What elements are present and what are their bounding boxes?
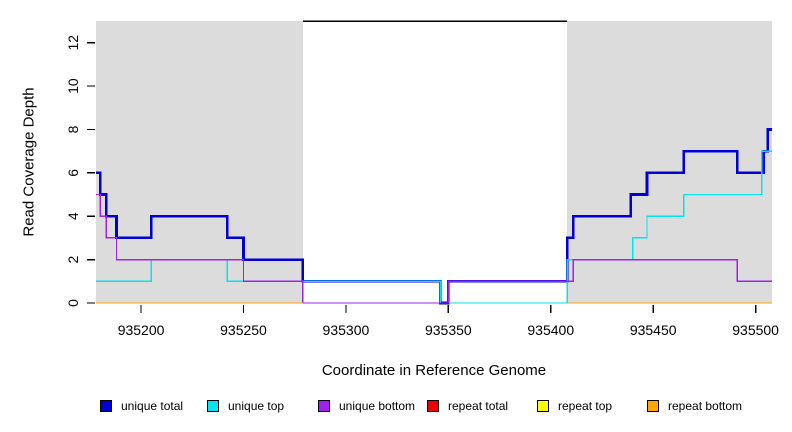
y-axis-tick-label: 12: [65, 35, 81, 51]
x-axis-tick-label: 935450: [630, 322, 677, 338]
legend-label: unique top: [228, 399, 285, 413]
legend-label: repeat total: [448, 399, 509, 413]
x-axis-tick-label: 935250: [220, 322, 267, 338]
x-axis-tick-label: 935350: [425, 322, 472, 338]
legend-item-repeat-top: repeat top: [537, 399, 612, 413]
legend-swatch-icon: [537, 400, 549, 412]
legend-swatch-icon: [100, 400, 112, 412]
legend-item-unique-bottom: unique bottom: [318, 399, 415, 413]
legend-swatch-icon: [318, 400, 330, 412]
y-axis-title: Read Coverage Depth: [20, 87, 38, 237]
right-shaded-region: [567, 21, 772, 303]
x-axis-tick-label: 935300: [323, 322, 370, 338]
series-unique-bottom-line: [96, 193, 772, 304]
legend-item-unique-top: unique top: [207, 399, 284, 413]
y-axis-tick-label: 8: [65, 125, 81, 133]
legend-item-repeat-total: repeat total: [427, 399, 508, 413]
legend-item-unique-total: unique total: [100, 399, 183, 413]
y-axis-tick-label: 6: [65, 169, 81, 177]
y-axis-tick-label: 4: [65, 212, 81, 220]
x-axis-tick-label: 935400: [527, 322, 574, 338]
legend: unique total unique top unique bottom repea…: [0, 399, 792, 415]
legend-label: repeat bottom: [668, 399, 743, 413]
legend-item-repeat-bottom: repeat bottom: [647, 399, 742, 413]
x-axis-tick-label: 935200: [118, 322, 165, 338]
x-axis-title: Coordinate in Reference Genome: [321, 362, 547, 379]
y-axis-tick-label: 0: [65, 299, 81, 307]
x-axis-tick-label: 935500: [732, 322, 779, 338]
y-axis-tick-label: 2: [65, 256, 81, 264]
legend-label: repeat top: [558, 399, 613, 413]
y-axis-tick-label: 10: [65, 78, 81, 94]
legend-swatch-icon: [647, 400, 659, 412]
legend-swatch-icon: [207, 400, 219, 412]
legend-label: unique total: [121, 399, 184, 413]
legend-label: unique bottom: [339, 399, 416, 413]
legend-swatch-icon: [427, 400, 439, 412]
left-shaded-region: [96, 21, 303, 303]
